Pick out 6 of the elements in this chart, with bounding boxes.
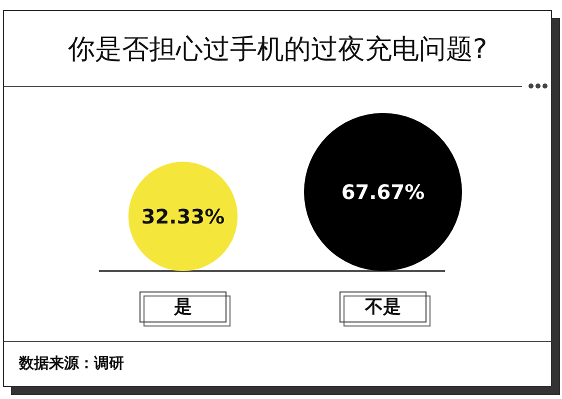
source-note: 数据来源：调研	[19, 354, 125, 373]
data-label: 67.67%	[341, 180, 425, 204]
category-label: 是	[173, 296, 192, 318]
category-label: 不是	[364, 296, 401, 318]
text: 你是否担心过手机的过夜充电问题?	[66, 32, 488, 66]
data-label: 32.33%	[141, 204, 225, 228]
